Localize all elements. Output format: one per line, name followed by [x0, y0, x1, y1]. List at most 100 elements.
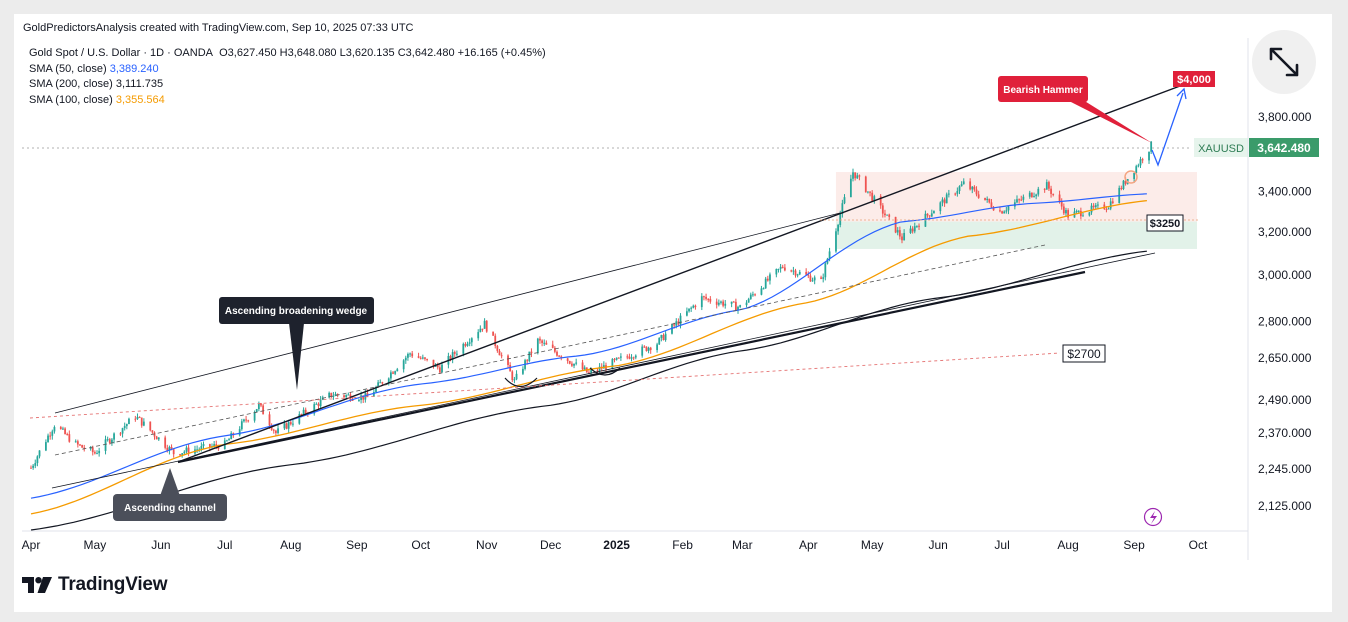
candle [688, 308, 690, 313]
sma200-legend[interactable]: SMA (200, close) 3,111.735 [29, 77, 546, 93]
candle-body [690, 307, 693, 309]
channel-callout-pointer [160, 468, 180, 496]
x-tick-label: Sep [346, 538, 368, 552]
candle [509, 362, 512, 372]
candle [392, 370, 394, 375]
candle-body [707, 298, 710, 300]
candle-body [274, 430, 277, 434]
candle [1097, 201, 1099, 210]
candle-body [485, 320, 488, 332]
candle [992, 205, 995, 211]
candle-body [292, 423, 294, 425]
tradingview-logo[interactable]: TradingView [22, 574, 168, 596]
candle [1037, 186, 1040, 197]
channel-upper-line [54, 212, 841, 414]
candle-body [775, 268, 778, 275]
candle [262, 403, 265, 415]
candle-body [345, 395, 348, 398]
candle [611, 358, 614, 370]
candle-body [409, 353, 411, 355]
candle [615, 357, 618, 361]
sma100-legend[interactable]: SMA (100, close) 3,355.564 [29, 93, 546, 109]
candle [389, 370, 392, 383]
candle-body [551, 344, 554, 348]
candle [911, 226, 914, 234]
candle [545, 340, 548, 345]
candle [62, 426, 64, 430]
candle-body [202, 444, 205, 447]
candle-body [106, 439, 109, 441]
symbol-tag-box [1194, 138, 1248, 157]
candle-body [958, 186, 961, 191]
candle [49, 431, 52, 440]
candle [375, 385, 377, 394]
candle-body [720, 301, 722, 303]
candle-body [705, 296, 707, 299]
lightning-icon[interactable] [1143, 507, 1163, 527]
candle [536, 337, 539, 355]
candle-body [858, 175, 861, 177]
candle-body [722, 301, 725, 306]
candle-body [1005, 210, 1008, 212]
y-tick-label: 2,245.000 [1258, 462, 1312, 476]
candle-body [1058, 194, 1061, 202]
candle-body [764, 278, 767, 289]
candle [837, 223, 840, 235]
candle-body [477, 332, 480, 339]
y-tick-label: 2,125.000 [1258, 499, 1312, 513]
candle-body [441, 364, 443, 373]
candle-body [1120, 187, 1123, 189]
candle-body [898, 230, 901, 237]
symbol-line[interactable]: Gold Spot / U.S. Dollar · 1D · OANDA O3,… [29, 46, 546, 62]
candle [36, 455, 39, 467]
candle [630, 354, 633, 362]
candle-body [675, 321, 678, 326]
candle [1148, 151, 1150, 164]
x-tick-label: Jul [994, 538, 1009, 552]
candle-body [387, 378, 390, 384]
candle-body [1003, 211, 1006, 214]
candle-body [734, 301, 737, 311]
candle [240, 418, 243, 431]
candle [1109, 197, 1112, 211]
candle [901, 233, 903, 244]
candle-body [89, 447, 92, 449]
candle-body [51, 431, 54, 436]
candle-body [125, 424, 128, 427]
sma100-value: 3,355.564 [115, 93, 165, 106]
candle-body [645, 346, 648, 351]
candle-body [302, 409, 305, 415]
candle [151, 430, 154, 434]
candle-body [909, 228, 912, 233]
candle [658, 337, 661, 345]
candle-body [558, 355, 561, 357]
candle-body [319, 399, 322, 407]
candle-body [671, 324, 673, 334]
candle-body [573, 363, 575, 366]
candle [468, 338, 471, 347]
candle [571, 361, 573, 368]
candle [930, 209, 933, 218]
candle [1139, 156, 1142, 168]
candle [1118, 185, 1121, 204]
candle-body [1052, 193, 1055, 195]
channel-mid-line [54, 244, 1046, 456]
candle [477, 329, 480, 341]
candle [479, 325, 482, 333]
candle-body [123, 426, 126, 429]
candle-body [317, 403, 320, 407]
candle [153, 431, 156, 440]
candle [969, 178, 972, 191]
candle [407, 352, 409, 361]
candle [104, 435, 107, 455]
candle [1065, 207, 1067, 217]
candle [149, 421, 152, 432]
candle-body [253, 412, 256, 421]
sma50-legend[interactable]: SMA (50, close) 3,389.240 [29, 62, 546, 78]
candle-body [1135, 166, 1138, 173]
candle [113, 432, 115, 444]
candle-body [1141, 159, 1144, 161]
candle-body [737, 306, 739, 311]
fullscreen-button[interactable] [1252, 30, 1316, 94]
